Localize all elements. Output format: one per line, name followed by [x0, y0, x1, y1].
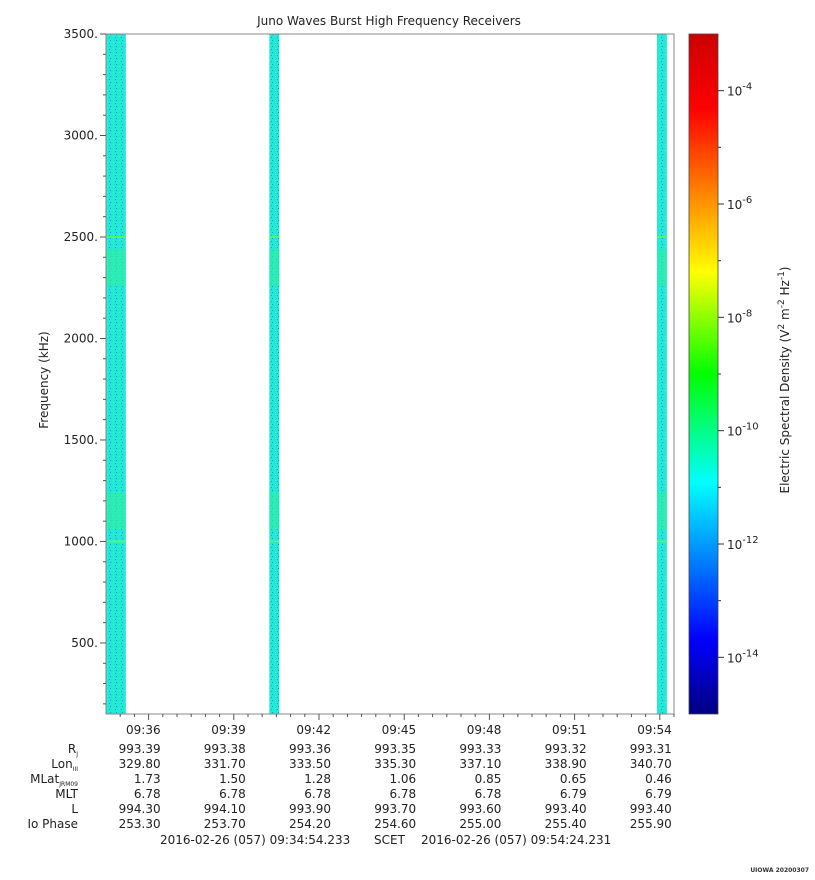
colorbar: 10-4 10-6 10-8 10-10 10-12 10-14 Electric Spe…	[688, 33, 792, 715]
data-band-enhancement	[269, 249, 280, 286]
ephemeris-row-label: MLT	[55, 787, 78, 801]
colorbar-tick-label: 10-14	[727, 648, 759, 665]
x-tick-label: 09:39	[211, 723, 246, 737]
data-band-enhancement	[656, 249, 667, 286]
colorbar-tick-label: 10-8	[727, 308, 752, 325]
ephemeris-value: 254.60	[374, 817, 416, 831]
ephemeris-value: 993.36	[289, 742, 331, 756]
ephemeris-value: 335.30	[374, 757, 416, 771]
data-band-enhancement	[106, 492, 126, 530]
y-axis-label: Frequency (kHz)	[37, 331, 51, 428]
y-tick-label: 1000.	[64, 534, 98, 548]
ephemeris-value: 253.30	[119, 817, 161, 831]
chart-title: Juno Waves Burst High Frequency Receiver…	[256, 14, 521, 28]
plot-background	[106, 34, 674, 714]
x-tick-label: 09:45	[382, 723, 417, 737]
ephemeris-value: 0.85	[475, 772, 502, 786]
ephemeris-value: 340.70	[630, 757, 672, 771]
ephemeris-value: 255.40	[545, 817, 587, 831]
ephemeris-value: 0.65	[560, 772, 587, 786]
x-tick-label: 09:54	[637, 723, 672, 737]
ephemeris-value: 6.78	[134, 787, 161, 801]
plot-area	[105, 33, 675, 715]
colorbar-gradient	[688, 33, 719, 715]
y-tick-label: 3000.	[64, 128, 98, 142]
ephemeris-value: 6.79	[645, 787, 672, 801]
data-bands	[106, 34, 667, 714]
ephemeris-value: 993.33	[459, 742, 501, 756]
ephemeris-value: 0.46	[645, 772, 672, 786]
ephemeris-row-label: Io Phase	[27, 817, 78, 831]
ephemeris-value: 993.90	[289, 802, 331, 816]
ephemeris-value: 993.40	[545, 802, 587, 816]
x-axis: 09:36 09:39 09:42 09:45 09:48 09:51 09:54	[119, 714, 675, 737]
ephemeris-value: 333.50	[289, 757, 331, 771]
ephemeris-value: 994.10	[204, 802, 246, 816]
ephemeris-value: 993.38	[204, 742, 246, 756]
data-band	[269, 34, 280, 714]
colorbar-label: Electric Spectral Density (V2 m-2 Hz-1)	[777, 266, 792, 493]
ephemeris-value: 993.40	[630, 802, 672, 816]
colorbar-ticks: 10-4 10-6 10-8 10-10 10-12 10-14	[718, 82, 759, 665]
x-tick-label: 09:51	[552, 723, 587, 737]
time-span: 2016-02-26 (057) 09:34:54.233 SCET 2016-…	[0, 833, 815, 849]
data-band	[656, 34, 667, 714]
ephemeris-value: 1.73	[134, 772, 161, 786]
ephemeris-value: 6.78	[304, 787, 331, 801]
ephemeris-value: 6.78	[389, 787, 416, 801]
ephemeris-row-label: LonIII	[51, 757, 78, 773]
colorbar-tick-label: 10-4	[727, 82, 752, 99]
ephemeris-row-label: MLatJRM09	[30, 772, 78, 788]
ephemeris-value: 255.00	[459, 817, 501, 831]
ephemeris-row-label: RJ	[68, 742, 78, 758]
uiowa-tag: UIOWA 20200307	[750, 867, 809, 874]
ephemeris-value: 337.10	[459, 757, 501, 771]
ephemeris-value: 1.28	[304, 772, 331, 786]
ephemeris-table: RJ 993.39 993.38 993.36 993.35 993.33 993.32 99…	[27, 742, 671, 831]
ephemeris-value: 1.50	[219, 772, 246, 786]
ephemeris-value: 6.78	[219, 787, 246, 801]
x-tick-label: 09:48	[467, 723, 502, 737]
ephemeris-value: 993.32	[545, 742, 587, 756]
ephemeris-value: 994.30	[119, 802, 161, 816]
ephemeris-value: 253.70	[204, 817, 246, 831]
ephemeris-value: 1.06	[389, 772, 416, 786]
ephemeris-value: 993.31	[630, 742, 672, 756]
colorbar-tick-label: 10-6	[727, 195, 752, 212]
ephemeris-value: 331.70	[204, 757, 246, 771]
ephemeris-value: 993.60	[459, 802, 501, 816]
y-tick-label: 1500.	[64, 433, 98, 447]
x-tick-label: 09:36	[126, 723, 161, 737]
y-tick-label: 2500.	[64, 230, 98, 244]
x-tick-label: 09:42	[296, 723, 331, 737]
ephemeris-value: 254.20	[289, 817, 331, 831]
time-span-end: 2016-02-26 (057) 09:54:24.231	[421, 833, 612, 847]
data-band-enhancement	[106, 249, 126, 286]
y-tick-label: 3500.	[64, 27, 98, 41]
colorbar-tick-label: 10-10	[727, 422, 759, 439]
ephemeris-value: 993.39	[119, 742, 161, 756]
data-band	[106, 34, 126, 714]
data-band-enhancement	[269, 492, 280, 530]
ephemeris-value: 329.80	[119, 757, 161, 771]
ephemeris-value: 255.90	[630, 817, 672, 831]
ephemeris-row-label: L	[71, 802, 78, 816]
data-band-enhancement	[656, 492, 667, 530]
ephemeris-value: 6.79	[560, 787, 587, 801]
ephemeris-value: 993.35	[374, 742, 416, 756]
y-tick-label: 2000.	[64, 331, 98, 345]
time-span-label: SCET	[374, 833, 405, 847]
colorbar-tick-label: 10-12	[727, 535, 759, 552]
ephemeris-value: 338.90	[545, 757, 587, 771]
ephemeris-value: 6.78	[475, 787, 502, 801]
y-tick-label: 500.	[71, 636, 98, 650]
y-axis: 3500. 3000. 2500. 2000. 1500. 1000. 500.	[64, 27, 106, 705]
ephemeris-value: 993.70	[374, 802, 416, 816]
time-span-start: 2016-02-26 (057) 09:34:54.233	[160, 833, 351, 847]
